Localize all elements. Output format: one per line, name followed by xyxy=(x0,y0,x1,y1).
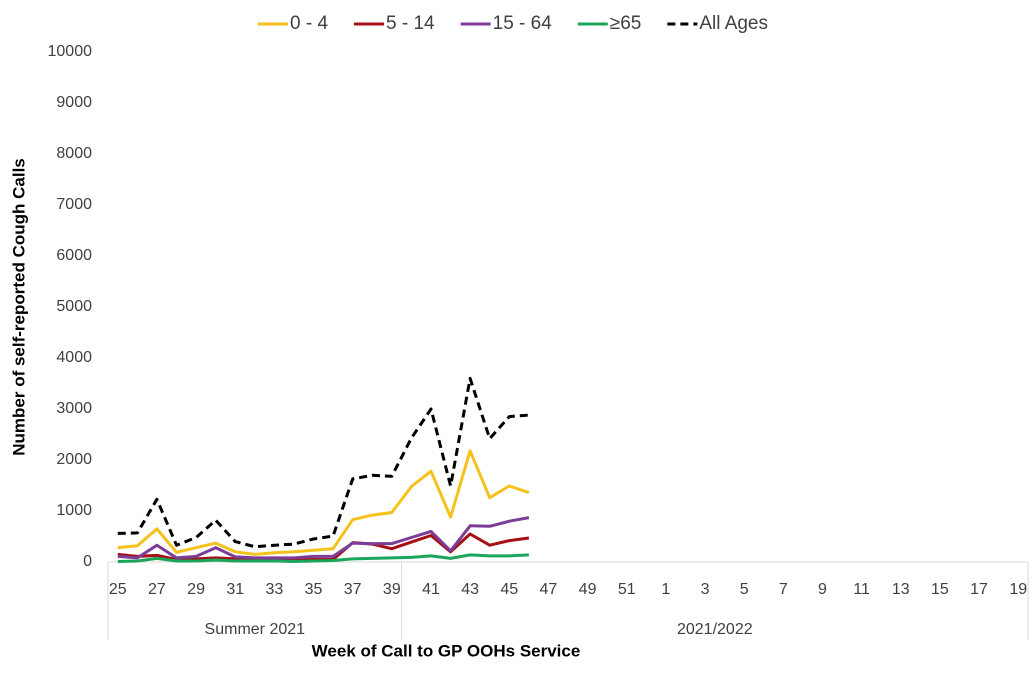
y-axis-title: Number of self-reported Cough Calls xyxy=(9,158,28,456)
x-tick-label: 37 xyxy=(344,581,362,598)
y-tick-label: 0 xyxy=(83,553,92,570)
x-tick-label: 41 xyxy=(422,581,440,598)
x-tick-label: 49 xyxy=(579,581,597,598)
y-tick-label: 2000 xyxy=(56,451,92,468)
x-tick-label: 11 xyxy=(853,581,870,598)
x-tick-label: 43 xyxy=(461,581,479,598)
x-tick-label: 1 xyxy=(661,581,670,598)
legend-label: 5 - 14 xyxy=(386,13,435,34)
x-tick-label: 51 xyxy=(618,581,636,598)
y-tick-label: 4000 xyxy=(56,349,92,366)
legend-label: 15 - 64 xyxy=(493,13,553,34)
x-tick-label: 45 xyxy=(500,581,518,598)
x-tick-label: 47 xyxy=(540,581,558,598)
x-tick-label: 35 xyxy=(305,581,323,598)
x-tick-label: 17 xyxy=(970,581,988,598)
y-tick-label: 7000 xyxy=(56,196,92,213)
y-tick-label: 3000 xyxy=(56,400,92,417)
series-line xyxy=(117,449,530,556)
x-tick-label: 15 xyxy=(931,581,949,598)
x-tick-label: 27 xyxy=(148,581,166,598)
x-tick-label: 3 xyxy=(701,581,710,598)
series-line xyxy=(117,516,530,560)
x-tick-label: 13 xyxy=(892,581,910,598)
x-tick-label: 5 xyxy=(740,581,749,598)
y-tick-label: 6000 xyxy=(56,247,92,264)
x-axis-title: Week of Call to GP OOHs Service xyxy=(312,641,581,660)
legend-label: All Ages xyxy=(699,13,768,34)
x-tick-label: 9 xyxy=(818,581,827,598)
x-tick-label: 33 xyxy=(265,581,283,598)
y-tick-label: 9000 xyxy=(56,94,92,111)
legend-label: 0 - 4 xyxy=(290,13,328,34)
y-tick-label: 10000 xyxy=(48,43,93,60)
legend-label: ≥65 xyxy=(610,13,642,34)
series-line xyxy=(117,553,529,563)
series-line xyxy=(117,376,530,549)
x-tick-label: 39 xyxy=(383,581,401,598)
x-tick-label: 25 xyxy=(109,581,127,598)
x-tick-label: 31 xyxy=(226,581,244,598)
x-tick-label: 19 xyxy=(1009,581,1027,598)
y-tick-label: 1000 xyxy=(56,502,92,519)
x-tick-label: 7 xyxy=(779,581,788,598)
group-label: Summer 2021 xyxy=(205,621,306,638)
group-label: 2021/2022 xyxy=(677,621,753,638)
x-tick-label: 29 xyxy=(187,581,205,598)
y-tick-label: 8000 xyxy=(56,145,92,162)
y-tick-label: 5000 xyxy=(56,298,92,315)
